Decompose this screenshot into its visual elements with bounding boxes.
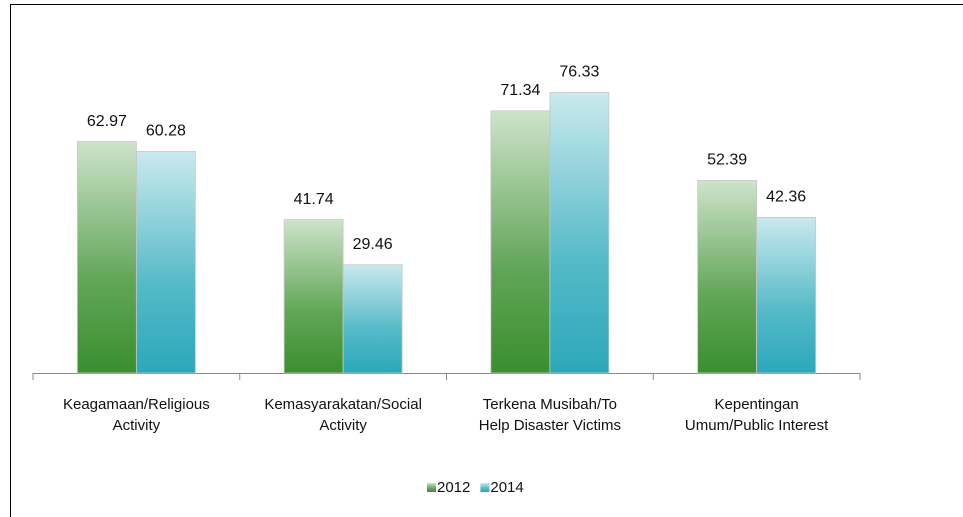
- legend-swatch: [480, 483, 490, 492]
- x-tick-label: Terkena Musibah/To: [483, 396, 617, 413]
- x-tick-label: Kepentingan: [715, 396, 799, 413]
- data-label: 42.36: [766, 189, 806, 206]
- x-tick-label: Keagamaan/Religious: [63, 396, 210, 413]
- bar: [756, 216, 817, 374]
- data-label: 76.33: [559, 64, 599, 81]
- data-label: 29.46: [353, 236, 393, 253]
- bar: [490, 110, 551, 374]
- data-label: 52.39: [707, 152, 747, 169]
- data-label: 60.28: [146, 123, 186, 140]
- bar: [549, 92, 610, 374]
- x-tick-label: Kemasyarakatan/Social: [264, 396, 422, 413]
- bar: [697, 180, 758, 374]
- x-tick-label: Activity: [113, 417, 161, 434]
- data-label: 62.97: [87, 113, 127, 130]
- bar: [342, 264, 403, 374]
- x-tick-label: Help Disaster Victims: [479, 417, 621, 434]
- data-label: 41.74: [294, 191, 334, 208]
- x-tick-label: Umum/Public Interest: [685, 417, 829, 434]
- legend-label: 2014: [490, 479, 523, 496]
- bar: [283, 219, 344, 374]
- legend-swatch: [427, 483, 436, 492]
- data-label: 71.34: [500, 82, 540, 99]
- x-tick-label: Activity: [319, 417, 367, 434]
- legend-label: 2012: [437, 479, 470, 496]
- bar: [76, 141, 137, 374]
- bar: [135, 151, 196, 374]
